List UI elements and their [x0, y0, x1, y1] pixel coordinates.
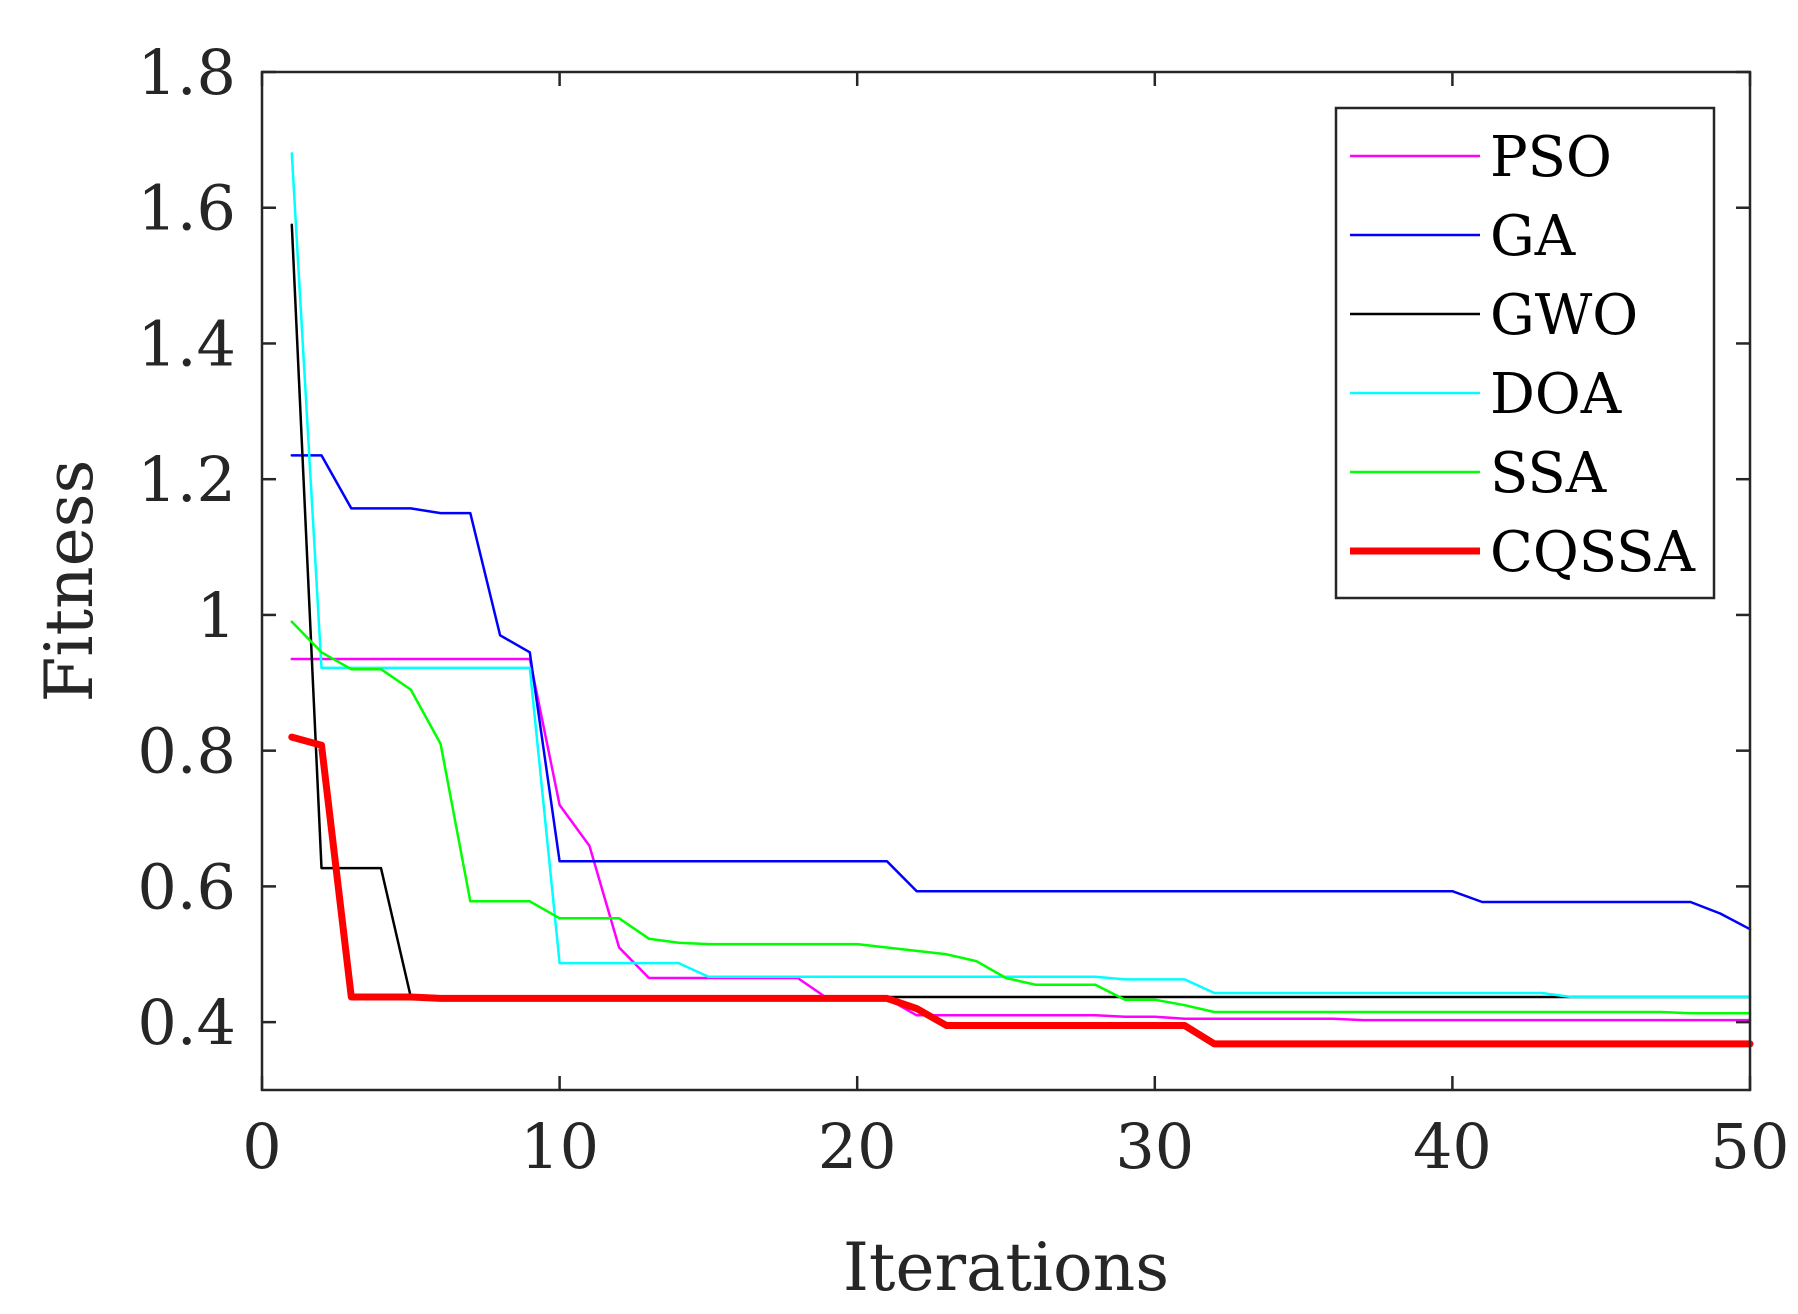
- y-tick-label: 0.6: [137, 850, 236, 923]
- x-tick-label: 50: [1711, 1110, 1790, 1183]
- legend-label-pso: PSO: [1490, 125, 1612, 190]
- series-line-cqssa: [288, 733, 1754, 1048]
- ticks-layer: 0 10 20 30 40 50 0.4 0.6 0.8 1 1.2 1.4 1.6 1.8: [137, 36, 1789, 1183]
- legend-label-cqssa: CQSSA: [1490, 520, 1696, 585]
- y-axis-title: Fitness: [31, 460, 108, 703]
- series-line-ga: [290, 454, 1752, 931]
- y-tick-label: 0.4: [137, 986, 236, 1059]
- legend-label-doa: DOA: [1490, 362, 1622, 427]
- legend-label-ga: GA: [1490, 204, 1576, 269]
- x-tick-label: 0: [242, 1110, 281, 1183]
- x-tick-label: 10: [520, 1110, 599, 1183]
- x-tick-label: 40: [1413, 1110, 1492, 1183]
- x-tick-label: 20: [818, 1110, 897, 1183]
- legend-label-ssa: SSA: [1490, 441, 1607, 506]
- y-tick-label: 1.8: [137, 36, 236, 109]
- y-tick-label: 1.6: [137, 172, 236, 245]
- y-tick-label: 1.2: [137, 443, 236, 516]
- y-tick-label: 1.4: [137, 307, 236, 380]
- y-tick-label: 0.8: [137, 715, 236, 788]
- plot-area-frame: [260, 70, 1752, 1092]
- legend: PSO GA GWO DOA SSA CQSSA: [1334, 106, 1716, 600]
- series-line-ssa: [290, 620, 1752, 1015]
- x-tick-label: 30: [1115, 1110, 1194, 1183]
- x-axis-title: Iterations: [843, 1229, 1169, 1306]
- legend-label-gwo: GWO: [1490, 283, 1638, 348]
- y-tick-label: 1: [197, 579, 236, 652]
- series-line-doa: [290, 152, 1752, 999]
- legend-box: [1334, 106, 1716, 600]
- series-layer: [288, 152, 1754, 1048]
